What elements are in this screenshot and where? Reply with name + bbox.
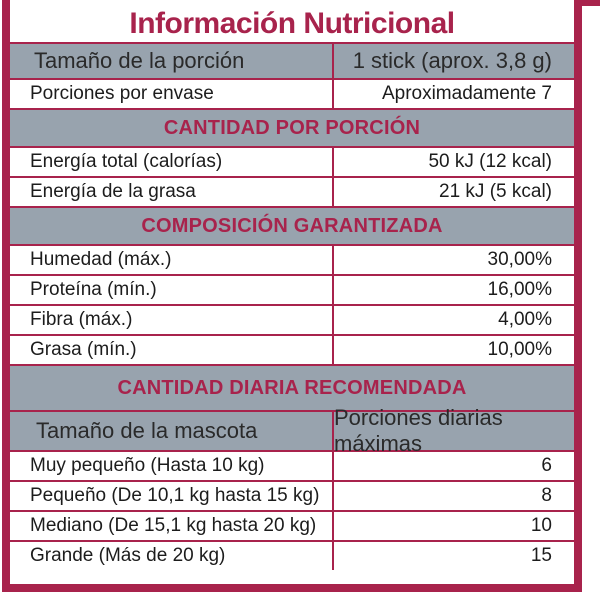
servings-per-container-row: Porciones por envase Aproximadamente 7 [10,78,574,108]
section-daily-recommended: CANTIDAD DIARIA RECOMENDADA [10,364,574,410]
pet-size-value: 6 [541,455,552,476]
pet-size-row: Grande (Más de 20 kg) 15 [10,540,574,570]
serving-size-row: Tamaño de la porción 1 stick (aprox. 3,8… [10,42,574,78]
composition-value: 10,00% [487,339,552,360]
pet-size-label: Mediano (De 15,1 kg hasta 20 kg) [10,512,334,540]
servings-per-container-label: Porciones por envase [10,80,334,108]
energy-label: Energía de la grasa [10,178,334,206]
pet-size-row: Mediano (De 15,1 kg hasta 20 kg) 10 [10,510,574,540]
pet-size-label: Pequeño (De 10,1 kg hasta 15 kg) [10,482,334,510]
panel-title: Información Nutricional [129,7,455,40]
energy-label: Energía total (calorías) [10,148,334,176]
pet-size-label: Muy pequeño (Hasta 10 kg) [10,452,334,480]
composition-row: Grasa (mín.) 10,00% [10,334,574,364]
composition-value: 16,00% [487,279,552,300]
energy-row: Energía total (calorías) 50 kJ (12 kcal) [10,146,574,176]
pet-size-row: Muy pequeño (Hasta 10 kg) 6 [10,450,574,480]
energy-row: Energía de la grasa 21 kJ (5 kcal) [10,176,574,206]
composition-value: 30,00% [487,249,552,270]
serving-size-value: 1 stick (aprox. 3,8 g) [352,48,552,73]
composition-value: 4,00% [498,309,552,330]
section-amount-per-serving: CANTIDAD POR PORCIÓN [10,108,574,146]
servings-per-container-value: Aproximadamente 7 [381,83,552,104]
section-guaranteed-composition: COMPOSICIÓN GARANTIZADA [10,206,574,244]
composition-label: Fibra (máx.) [10,306,334,334]
serving-size-label: Tamaño de la porción [10,44,334,78]
energy-value: 21 kJ (5 kcal) [439,181,552,202]
composition-label: Humedad (máx.) [10,246,334,274]
composition-label: Proteína (mín.) [10,276,334,304]
nutrition-facts-panel: Información Nutricional Tamaño de la por… [2,0,582,592]
energy-value: 50 kJ (12 kcal) [428,151,552,172]
pet-size-header-label: Tamaño de la mascota [10,412,334,450]
pet-size-value: 15 [530,545,552,566]
composition-row: Humedad (máx.) 30,00% [10,244,574,274]
pet-size-row: Pequeño (De 10,1 kg hasta 15 kg) 8 [10,480,574,510]
max-daily-servings-header: Porciones diarias máximas [334,405,503,456]
pet-size-label: Grande (Más de 20 kg) [10,542,334,570]
composition-label: Grasa (mín.) [10,336,334,364]
pet-size-header-row: Tamaño de la mascota Porciones diarias m… [10,405,574,456]
pet-size-value: 8 [541,485,552,506]
pet-size-value: 10 [530,515,552,536]
composition-row: Proteína (mín.) 16,00% [10,274,574,304]
composition-row: Fibra (máx.) 4,00% [10,304,574,334]
